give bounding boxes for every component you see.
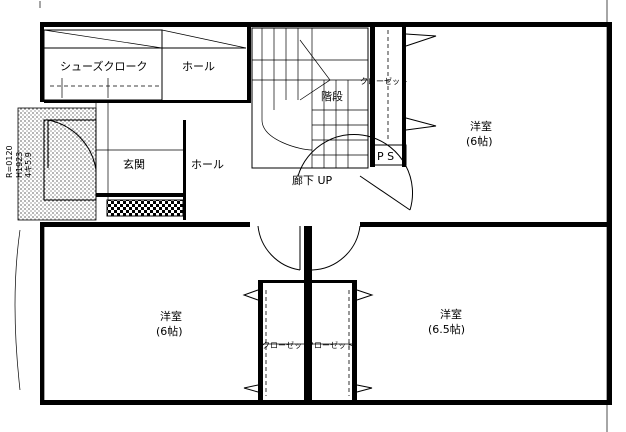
side-note-line-2: H1923 <box>15 152 24 178</box>
label-bedroom-sw-size: (6帖) <box>156 325 183 338</box>
label-closet-right: クローゼット <box>306 340 354 350</box>
label-shoe-closet: シューズクローク <box>60 59 147 73</box>
label-bedroom-ne-size: (6帖) <box>466 135 493 148</box>
side-note-3: 4キ5.9 <box>24 152 33 178</box>
interior-walls <box>40 27 612 402</box>
entrance-area <box>14 103 184 400</box>
corridor-doors <box>257 133 413 271</box>
label-bedroom-sw-name: 洋室 <box>160 309 182 323</box>
side-note: R=0120 <box>5 145 14 178</box>
label-hall-top: ホール <box>182 60 215 73</box>
shoe-closet-area <box>43 29 247 101</box>
staircase <box>251 27 369 169</box>
ps-box <box>373 144 407 166</box>
label-closet-top: クローゼット <box>360 76 408 86</box>
exterior-walls <box>40 22 612 405</box>
closet-top-doors <box>387 30 437 142</box>
side-note-line-1: R=0120 <box>5 145 14 178</box>
side-note-2: H1923 <box>15 152 24 178</box>
label-ps: P S <box>377 150 394 163</box>
lower-closet-doors <box>242 289 374 396</box>
label-bedroom-se-name: 洋室 <box>440 307 462 321</box>
label-corridor: 廊下 UP <box>292 173 333 187</box>
label-bedroom-se-size: (6.5帖) <box>428 323 465 336</box>
label-hall: ホール <box>191 158 224 171</box>
label-bedroom-ne-name: 洋室 <box>470 119 492 133</box>
side-note-line-3: 4キ5.9 <box>24 152 33 178</box>
label-stairs: 階段 <box>321 89 343 103</box>
label-closet-left: クローゼット <box>262 340 310 350</box>
label-entrance: 玄関 <box>123 157 145 171</box>
